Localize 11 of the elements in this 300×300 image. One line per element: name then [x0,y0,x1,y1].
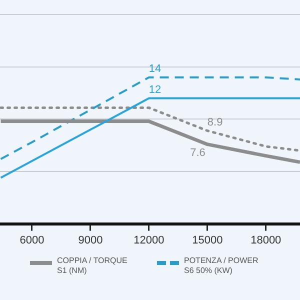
legend-label: POTENZA / POWER S6 50% (KW) [184,256,260,276]
x-tick-label: 18000 [250,234,282,246]
x-tick-label: 6000 [20,234,44,246]
x-tick-label: 9000 [78,234,103,246]
data-label: 14 [148,62,162,75]
data-label: 12 [148,84,162,96]
x-tick-label: 15000 [192,234,223,246]
data-label: 7.6 [190,146,206,159]
data-label: 8.9 [207,116,223,128]
x-tick-label: 12000 [134,234,164,246]
legend-label: COPPIA / TORQUE S1 (NM) [57,256,128,276]
